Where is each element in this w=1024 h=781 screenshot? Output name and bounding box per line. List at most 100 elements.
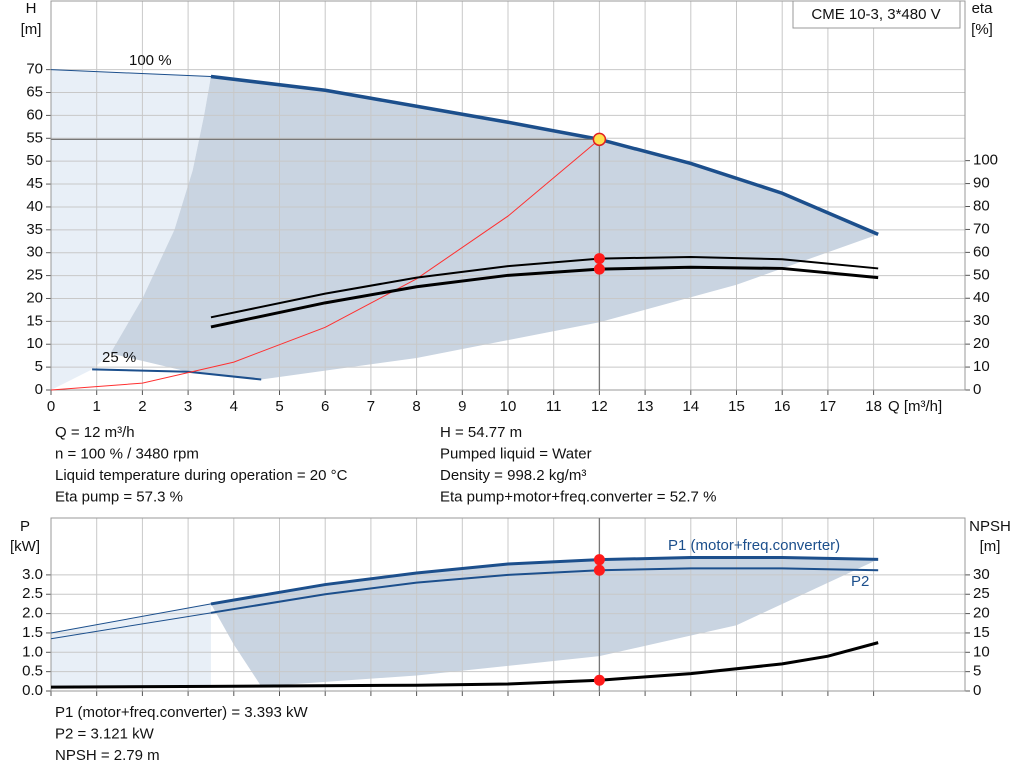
y2-tick-label: 0 bbox=[973, 682, 981, 699]
curve-label: P2 bbox=[851, 573, 869, 590]
x-tick-label: 3 bbox=[184, 398, 192, 415]
plot-frame bbox=[50, 517, 966, 692]
y2-tick-label: 30 bbox=[973, 312, 990, 329]
curve bbox=[210, 567, 879, 614]
y-tick-label: 2.0 bbox=[22, 605, 43, 622]
y2-axis-unit: [m] bbox=[980, 538, 1001, 555]
curve bbox=[50, 69, 211, 78]
y-tick-label: 25 bbox=[26, 267, 43, 284]
info-text: Pumped liquid = Water bbox=[440, 445, 592, 462]
y2-tick-label: 70 bbox=[973, 220, 990, 237]
x-tick-label: 14 bbox=[682, 398, 699, 415]
operating-area bbox=[210, 557, 879, 687]
operating-point bbox=[593, 263, 605, 275]
info-text: NPSH = 2.79 m bbox=[55, 747, 160, 764]
y-tick-label: 65 bbox=[26, 83, 43, 100]
chart-title: CME 10-3, 3*480 V bbox=[811, 6, 940, 23]
y-tick-label: 1.5 bbox=[22, 624, 43, 641]
x-tick-label: 13 bbox=[637, 398, 654, 415]
y2-tick-label: 80 bbox=[973, 197, 990, 214]
operating-point bbox=[592, 132, 607, 147]
curve bbox=[210, 555, 879, 606]
x-tick-label: 6 bbox=[321, 398, 329, 415]
x-tick-label: 15 bbox=[728, 398, 745, 415]
operating-area bbox=[110, 76, 879, 380]
info-text: Eta pump = 57.3 % bbox=[55, 488, 183, 505]
x-tick-label: 12 bbox=[591, 398, 608, 415]
x-tick-label: 8 bbox=[412, 398, 420, 415]
operating-point bbox=[593, 674, 605, 686]
y-tick-label: 0.5 bbox=[22, 663, 43, 680]
operating-point bbox=[593, 564, 605, 576]
title-box bbox=[792, 0, 961, 29]
curve bbox=[50, 138, 600, 391]
y-tick-label: 60 bbox=[26, 106, 43, 123]
info-text: Liquid temperature during operation = 20… bbox=[55, 467, 348, 484]
y2-tick-label: 10 bbox=[973, 643, 990, 660]
y2-tick-label: 90 bbox=[973, 175, 990, 192]
power-chart: 0.0 0.5 1.0 1.5 2.0 2.5 3.0 0 5 10 15 20 25 30 bbox=[22, 517, 990, 699]
y-tick-label: 5 bbox=[35, 358, 43, 375]
x-tick-label: 9 bbox=[458, 398, 466, 415]
y2-tick-label: 25 bbox=[973, 585, 990, 602]
curve bbox=[92, 368, 262, 381]
y-tick-label: 45 bbox=[26, 175, 43, 192]
x-tick-label: 17 bbox=[820, 398, 837, 415]
info-text: n = 100 % / 3480 rpm bbox=[55, 445, 199, 462]
y-tick-label: 1.0 bbox=[22, 643, 43, 660]
x-tick-label: 10 bbox=[500, 398, 517, 415]
y-tick-label: 50 bbox=[26, 152, 43, 169]
operating-area bbox=[51, 603, 211, 688]
info-text: Density = 998.2 kg/m³ bbox=[440, 467, 586, 484]
curve bbox=[210, 255, 879, 319]
y-axis-unit: [kW] bbox=[10, 538, 40, 555]
x-tick-label: 16 bbox=[774, 398, 791, 415]
plot-frame bbox=[50, 0, 966, 391]
x-tick-label: 4 bbox=[230, 398, 238, 415]
operating-point bbox=[593, 253, 605, 265]
y2-tick-label: 10 bbox=[973, 358, 990, 375]
y2-tick-label: 20 bbox=[973, 605, 990, 622]
y2-tick-label: 20 bbox=[973, 335, 990, 352]
y2-tick-label: 0 bbox=[973, 381, 981, 398]
curve bbox=[210, 74, 879, 237]
y2-axis-unit: [%] bbox=[971, 21, 993, 38]
x-tick-label: 2 bbox=[138, 398, 146, 415]
x-tick-label: 7 bbox=[367, 398, 375, 415]
curve bbox=[50, 603, 212, 634]
y2-tick-label: 50 bbox=[973, 266, 990, 283]
y-tick-label: 10 bbox=[26, 335, 43, 352]
head-chart: 0 1 2 3 4 5 6 7 8 9 10 11 12 13 14 15 16 17 18051015202530… bbox=[26, 0, 998, 415]
y2-tick-label: 15 bbox=[973, 624, 990, 641]
x-tick-label: 11 bbox=[546, 398, 562, 415]
y2-tick-label: 60 bbox=[973, 243, 990, 260]
y-tick-label: 40 bbox=[26, 198, 43, 215]
y-axis-label: H bbox=[26, 0, 37, 17]
operating-point bbox=[593, 554, 605, 566]
y-tick-label: 30 bbox=[26, 244, 43, 261]
info-text: Eta pump+motor+freq.converter = 52.7 % bbox=[440, 488, 716, 505]
x-tick-label: 0 bbox=[47, 398, 55, 415]
y2-tick-label: 30 bbox=[973, 566, 990, 583]
y-tick-label: 0 bbox=[35, 381, 43, 398]
x-tick-label: 1 bbox=[93, 398, 101, 415]
x-axis-label: Q [m³/h] bbox=[888, 398, 942, 415]
x-tick-label: 5 bbox=[275, 398, 283, 415]
y-tick-label: 70 bbox=[26, 61, 43, 78]
y-axis-label: P bbox=[20, 518, 30, 535]
y-tick-label: 55 bbox=[26, 129, 43, 146]
curve-label: P1 (motor+freq.converter) bbox=[668, 537, 840, 554]
y-tick-label: 0.0 bbox=[22, 682, 43, 699]
y-tick-label: 15 bbox=[26, 312, 43, 329]
y2-tick-label: 5 bbox=[973, 663, 981, 680]
curve-label: 100 % bbox=[129, 52, 172, 69]
y-tick-label: 20 bbox=[26, 289, 43, 306]
y2-tick-label: 100 bbox=[973, 152, 998, 169]
info-text: P1 (motor+freq.converter) = 3.393 kW bbox=[55, 704, 308, 721]
curve-label: 25 % bbox=[102, 349, 136, 366]
curve bbox=[50, 612, 212, 640]
y-axis-unit: [m] bbox=[21, 21, 42, 38]
info-text: H = 54.77 m bbox=[440, 424, 522, 441]
y-tick-label: 2.5 bbox=[22, 585, 43, 602]
